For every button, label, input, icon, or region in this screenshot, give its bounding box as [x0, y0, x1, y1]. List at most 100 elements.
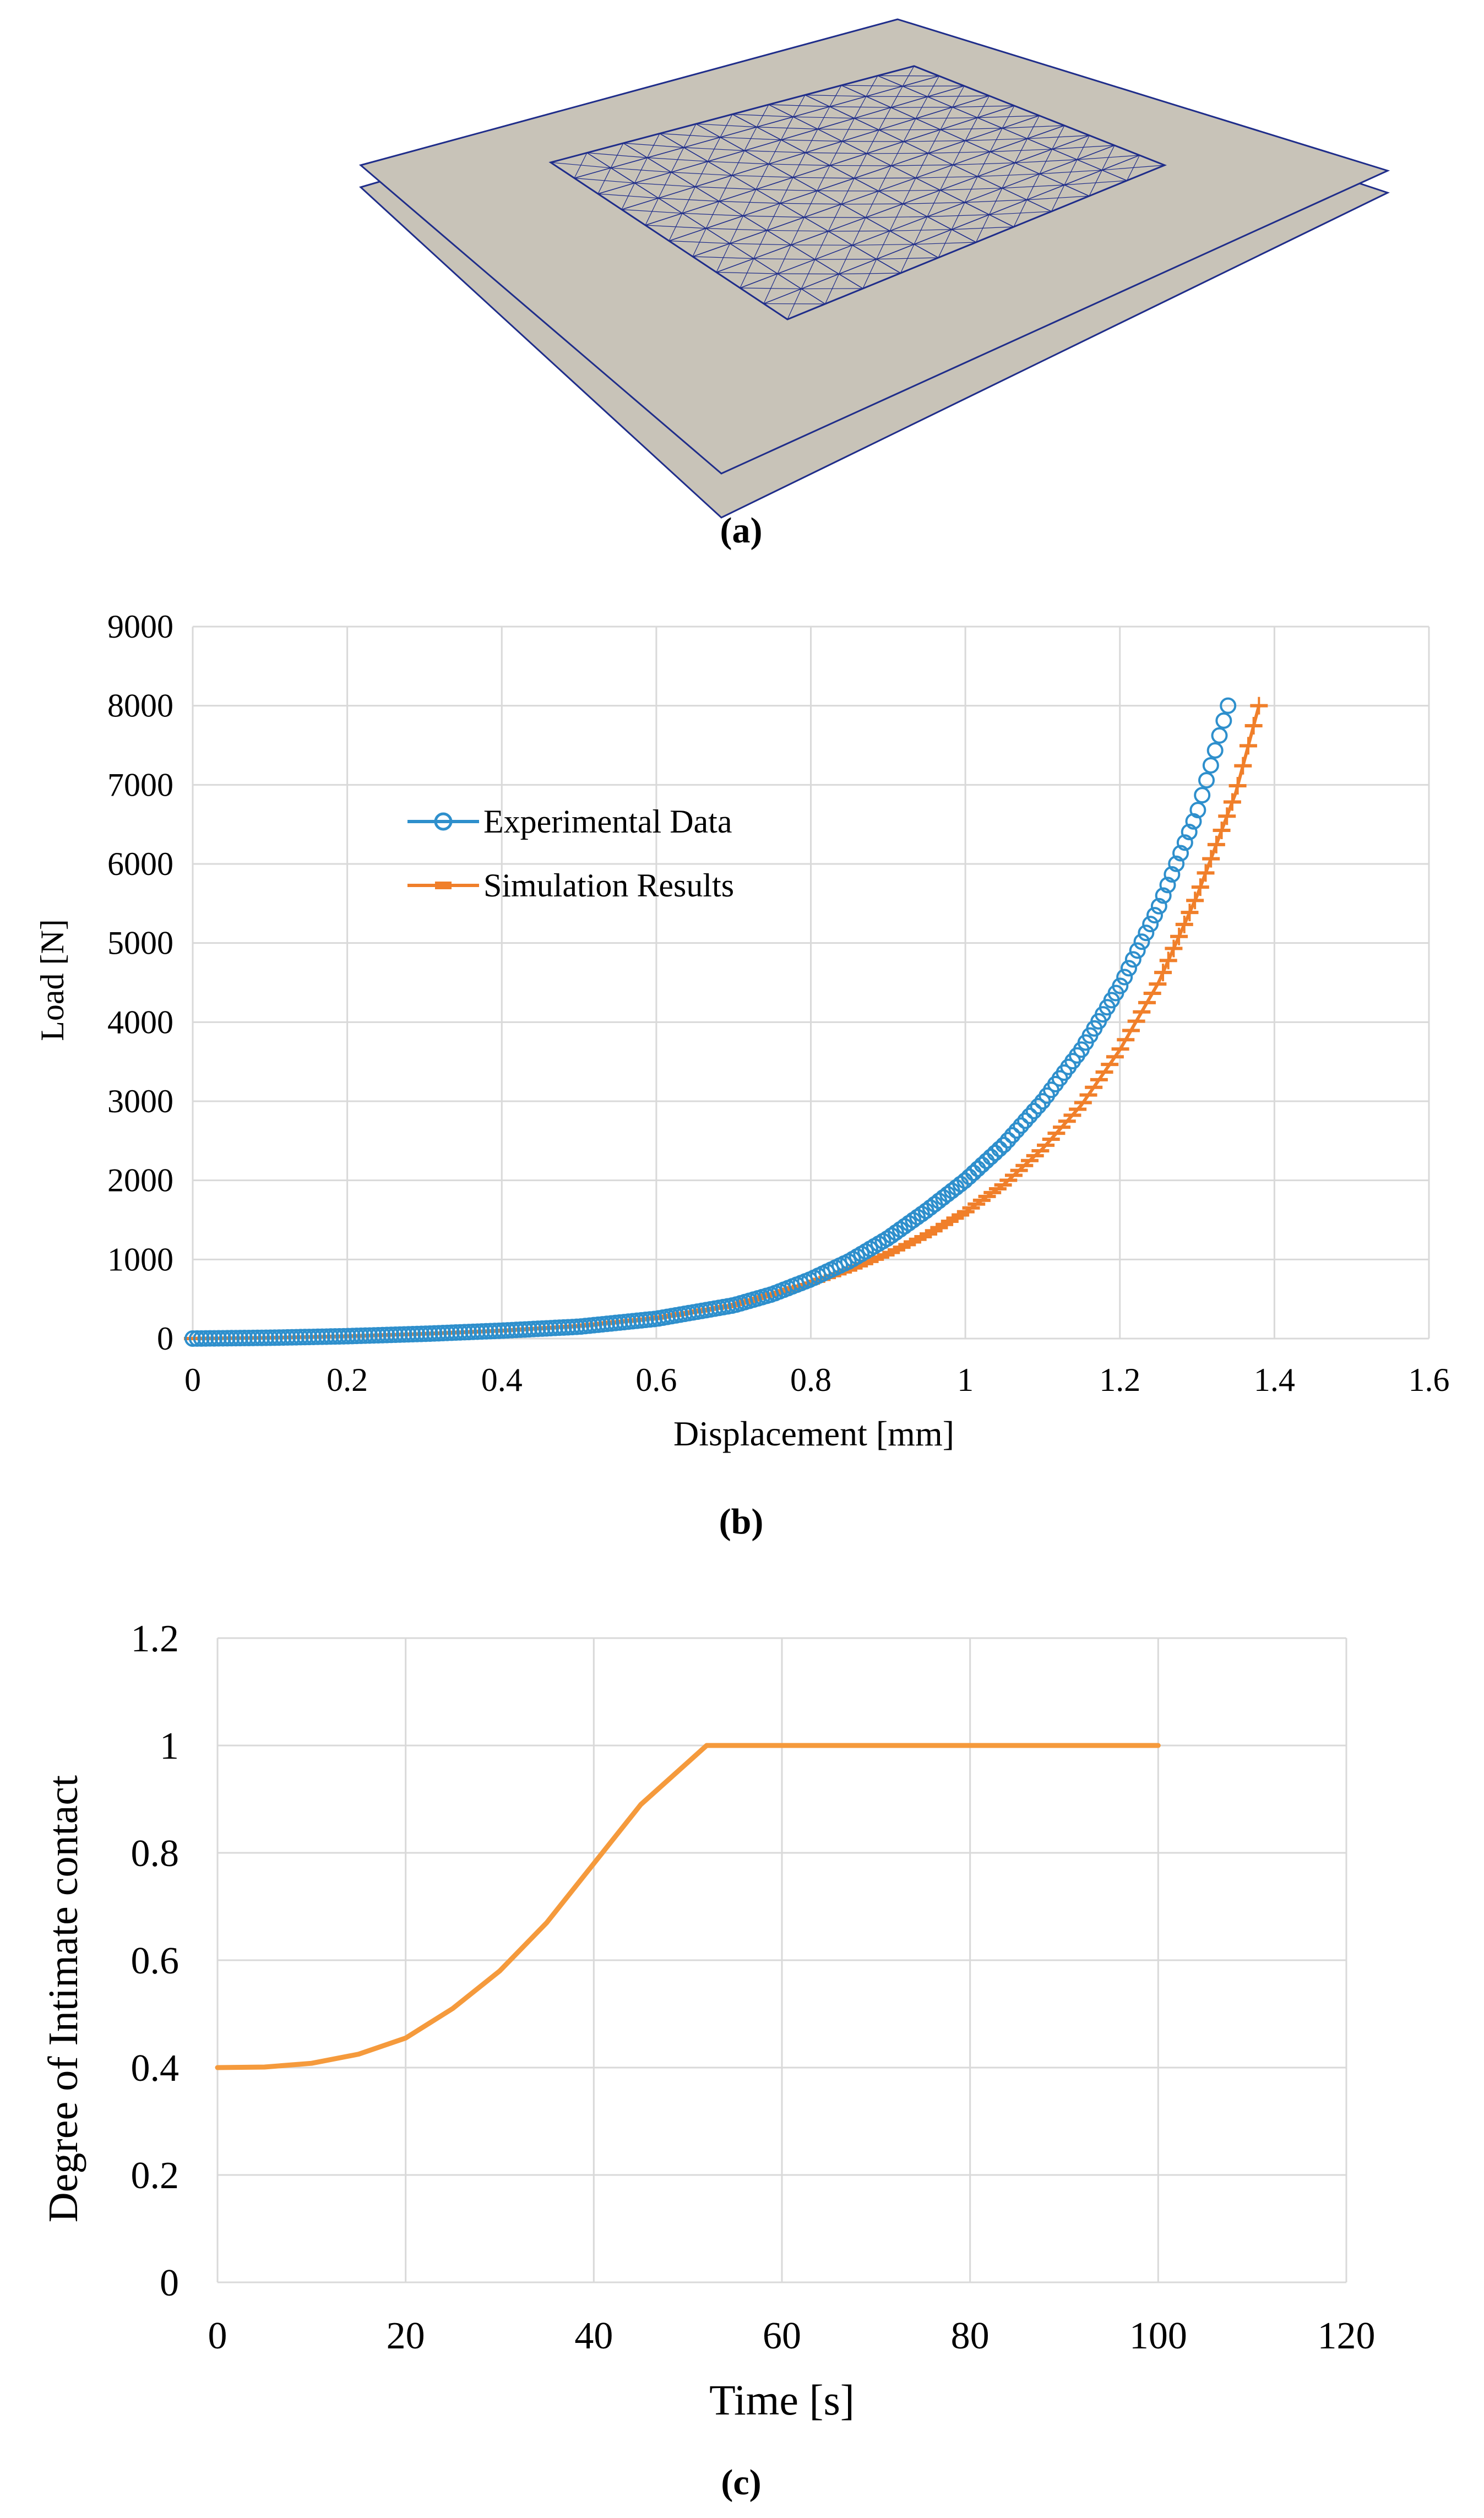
experimental-point [1159, 877, 1176, 894]
chart-c-x-tick: 0 [208, 2315, 227, 2357]
mesh-diagonal [975, 214, 990, 243]
mesh-diagonal [838, 245, 853, 274]
mesh-diagonal [692, 228, 706, 257]
experimental-point [210, 1330, 227, 1347]
mesh-diagonal [744, 127, 757, 151]
experimental-point [262, 1329, 279, 1346]
mesh-diagonal [767, 203, 781, 231]
experimental-point [335, 1328, 352, 1345]
mesh-diagonal [841, 118, 855, 142]
mesh-diagonal [658, 172, 672, 199]
chart-c-x-tick: 20 [387, 2315, 425, 2357]
mesh-diagonal [878, 165, 892, 192]
experimental-point [974, 1156, 991, 1173]
experimental-point [1112, 977, 1129, 994]
legend-item-experimental: Experimental Data [407, 803, 732, 840]
legend-label-simulation: Simulation Results [483, 867, 734, 904]
mesh-diagonal [964, 176, 978, 203]
experimental-point [1172, 845, 1189, 862]
experimental-point [227, 1330, 244, 1347]
mesh-diagonal [597, 167, 611, 194]
mesh-diagonal [716, 243, 731, 273]
mesh-diagonal [1089, 170, 1102, 197]
mesh-diagonal [719, 175, 732, 202]
experimental-point [288, 1329, 305, 1346]
mesh-diagonal [753, 230, 768, 259]
mesh-diagonal [768, 139, 782, 165]
chart-c-y-tick: 0.4 [131, 2047, 180, 2090]
legend-label-experimental: Experimental Data [483, 803, 732, 840]
chart-b-y-tick: 3000 [107, 1083, 173, 1119]
chart-c-y-tick: 0.6 [131, 1940, 180, 1982]
chart-c-y-tick: 0.2 [131, 2155, 180, 2197]
mesh-diagonal [965, 117, 978, 141]
chart-b-y-tick: 9000 [107, 608, 173, 645]
experimental-point [318, 1328, 335, 1345]
mesh-diagonal [610, 143, 624, 168]
experimental-point [202, 1330, 219, 1347]
chart-c-y-tick: 1.2 [131, 1618, 180, 1660]
mesh-diagonal [792, 95, 806, 117]
mesh-diagonal [682, 186, 696, 214]
chart-b-x-tick: 1.6 [1409, 1362, 1450, 1398]
experimental-point [188, 1330, 205, 1347]
mesh-diagonal [574, 153, 588, 178]
mesh-diagonal [731, 150, 745, 176]
experimental-point [1155, 887, 1172, 904]
experimental-point [1168, 855, 1185, 872]
mesh-diagonal [801, 259, 816, 289]
mesh-diagonal [988, 188, 1003, 215]
chart-b-x-axis-label: Displacement [mm] [673, 1414, 954, 1453]
experimental-point [1121, 960, 1138, 977]
experimental-point [219, 1330, 236, 1347]
experimental-point [331, 1328, 348, 1345]
experimental-point [969, 1160, 986, 1177]
mesh-diagonal [740, 258, 754, 289]
mesh-diagonal [780, 116, 794, 140]
chart-b-series-experimental [184, 697, 1237, 1347]
experimental-point [223, 1330, 240, 1347]
experimental-point [1220, 697, 1237, 714]
experimental-point [309, 1328, 327, 1345]
mesh-diagonal [952, 85, 965, 107]
experimental-point [258, 1329, 275, 1346]
mesh-diagonal [914, 216, 928, 244]
experimental-point [322, 1328, 339, 1345]
experimental-point [240, 1329, 257, 1346]
chart-b-legend: Experimental Data Simulation Results [407, 803, 734, 904]
chart-b-x-tick: 0.2 [327, 1362, 368, 1398]
experimental-point [1194, 787, 1211, 804]
chart-b-x-tick: 0 [184, 1362, 201, 1398]
mesh-diagonal [792, 152, 806, 178]
mesh-diagonal [829, 85, 842, 107]
experimental-point [193, 1330, 210, 1347]
experimental-point [978, 1152, 995, 1170]
chart-c-y-tick: 1 [160, 1725, 179, 1768]
mesh-diagonal [1026, 173, 1040, 200]
mesh-diagonal [817, 165, 830, 191]
experimental-point [1142, 916, 1159, 933]
chart-b-y-tick-labels: 0 1000 2000 3000 4000 5000 6000 7000 8000 9000 [107, 608, 173, 1357]
experimental-point [982, 1149, 999, 1166]
mesh-diagonal [1051, 184, 1065, 212]
experimental-point [214, 1330, 231, 1347]
mesh-diagonal [927, 75, 940, 97]
mesh-diagonal [803, 191, 818, 217]
mesh-diagonal [828, 204, 842, 232]
mesh-diagonal [927, 190, 941, 217]
mesh-diagonal [777, 244, 792, 274]
legend-marker-experimental [434, 812, 453, 831]
experimental-point [197, 1330, 214, 1347]
experimental-point [232, 1330, 249, 1347]
mesh-diagonal [889, 203, 904, 231]
panel-label-a: (a) [720, 510, 763, 551]
experimental-point [1181, 823, 1198, 840]
mesh-diagonal [890, 86, 903, 108]
intimate-contact-chart: 0 0.2 0.4 0.6 0.8 1 1.2 0 20 40 60 80 100 120 Time [… [40, 1618, 1376, 2424]
experimental-point [1206, 742, 1224, 759]
mesh-diagonal [951, 202, 965, 230]
mesh-diagonal [683, 123, 697, 148]
mesh-diagonal [903, 118, 916, 142]
mesh-diagonal [938, 229, 952, 258]
